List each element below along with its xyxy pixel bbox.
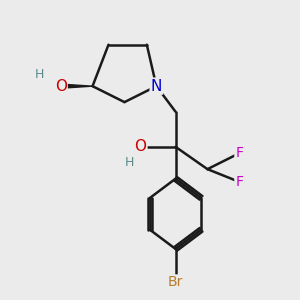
Text: F: F [236, 146, 243, 160]
Text: N: N [151, 79, 162, 94]
Text: H: H [124, 156, 134, 169]
Text: Br: Br [168, 275, 183, 290]
Text: O: O [134, 139, 146, 154]
Text: F: F [236, 175, 243, 189]
Polygon shape [61, 84, 93, 88]
Text: H: H [35, 68, 45, 82]
Text: O: O [55, 79, 67, 94]
